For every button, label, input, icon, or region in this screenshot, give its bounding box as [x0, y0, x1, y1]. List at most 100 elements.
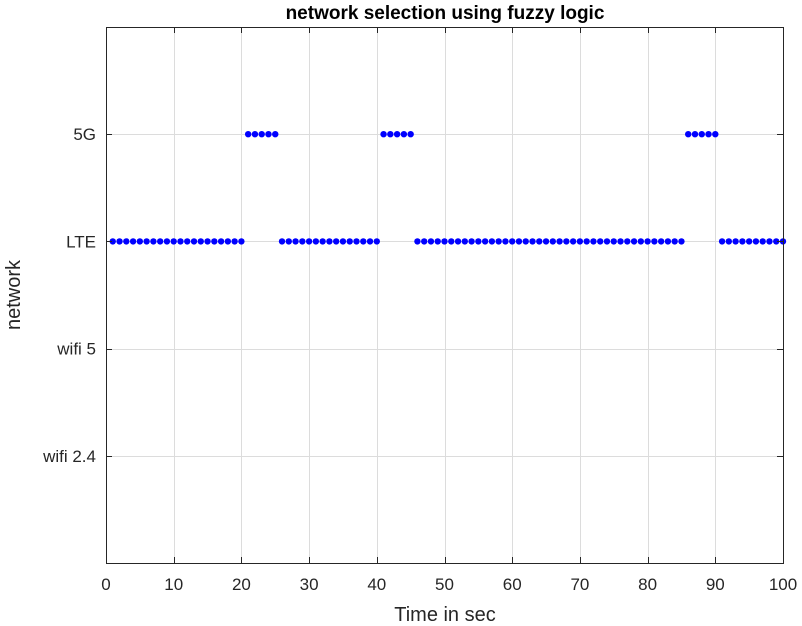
data-point	[685, 131, 692, 138]
data-point	[522, 238, 529, 245]
x-tick-label: 20	[232, 575, 251, 594]
data-point	[163, 238, 171, 245]
data-point	[556, 238, 563, 245]
data-point	[292, 238, 299, 245]
data-point	[326, 238, 333, 245]
data-point	[657, 238, 665, 245]
data-point	[373, 238, 380, 245]
data-point	[339, 238, 347, 245]
data-point	[624, 238, 631, 245]
data-point	[265, 131, 272, 138]
data-point	[475, 238, 482, 245]
data-point	[671, 238, 678, 245]
data-point	[448, 238, 455, 245]
data-point	[136, 238, 144, 245]
data-point	[563, 238, 570, 245]
data-point	[143, 238, 150, 245]
y-tick-label: wifi 2.4	[42, 447, 96, 466]
data-point	[515, 238, 523, 245]
data-point	[502, 238, 509, 245]
data-point	[651, 238, 658, 245]
data-point	[481, 238, 489, 245]
data-point	[184, 238, 191, 245]
data-point	[299, 238, 306, 245]
data-point	[583, 238, 590, 245]
data-point	[170, 238, 177, 245]
x-tick-label: 10	[164, 575, 183, 594]
data-point	[752, 238, 760, 245]
data-point	[346, 238, 353, 245]
data-point	[664, 238, 672, 245]
data-points	[109, 131, 787, 245]
data-point	[590, 238, 597, 245]
x-tick-label: 70	[570, 575, 589, 594]
y-ticks: wifi 2.4 wifi 5 LTE 5G	[42, 125, 783, 466]
data-point	[109, 238, 116, 245]
data-point	[610, 238, 617, 245]
y-tick-label: 5G	[73, 125, 96, 144]
x-tick-label: 60	[503, 575, 522, 594]
data-point	[238, 238, 245, 245]
data-point	[224, 238, 232, 245]
data-point	[272, 131, 279, 138]
grid	[106, 27, 783, 563]
data-point	[285, 238, 292, 245]
data-point	[150, 238, 157, 245]
data-point	[691, 131, 699, 138]
x-tick-label: 80	[638, 575, 657, 594]
x-tick-label: 0	[101, 575, 110, 594]
data-point	[116, 238, 123, 245]
data-point	[400, 131, 408, 138]
data-point	[759, 238, 766, 245]
data-point	[569, 238, 577, 245]
data-point	[454, 238, 462, 245]
data-point	[427, 238, 435, 245]
data-point	[231, 238, 238, 245]
data-point	[217, 238, 225, 245]
data-point	[630, 238, 638, 245]
data-point	[542, 238, 550, 245]
data-point	[617, 238, 624, 245]
data-point	[211, 238, 218, 245]
data-point	[129, 238, 137, 245]
data-point	[603, 238, 611, 245]
data-point	[766, 238, 773, 245]
data-point	[305, 238, 313, 245]
data-point	[123, 238, 130, 245]
data-point	[745, 238, 753, 245]
data-point	[204, 238, 211, 245]
chart-title: network selection using fuzzy logic	[286, 3, 605, 24]
data-point	[387, 131, 394, 138]
data-point	[488, 238, 496, 245]
data-point	[637, 238, 645, 245]
data-point	[332, 238, 340, 245]
data-point	[509, 238, 516, 245]
y-tick-label: wifi 5	[56, 340, 96, 359]
data-point	[549, 238, 557, 245]
data-point	[420, 238, 428, 245]
data-point	[190, 238, 198, 245]
data-point	[536, 238, 543, 245]
data-point	[678, 238, 685, 245]
data-point	[380, 131, 387, 138]
data-point	[461, 238, 469, 245]
x-ticks: 0 10 20 30 40 50 60 70 80 90 100	[101, 27, 797, 594]
data-point	[773, 238, 780, 245]
data-point	[414, 238, 421, 245]
data-point	[366, 238, 374, 245]
data-point	[434, 238, 441, 245]
data-point	[360, 238, 367, 245]
data-point	[258, 131, 265, 138]
data-point	[576, 238, 584, 245]
data-point	[393, 131, 401, 138]
data-point	[353, 238, 360, 245]
data-point	[644, 238, 651, 245]
data-point	[177, 238, 184, 245]
data-point	[251, 131, 259, 138]
data-point	[407, 131, 414, 138]
data-point	[441, 238, 448, 245]
data-point	[739, 238, 746, 245]
data-point	[244, 131, 252, 138]
data-point	[718, 238, 726, 245]
